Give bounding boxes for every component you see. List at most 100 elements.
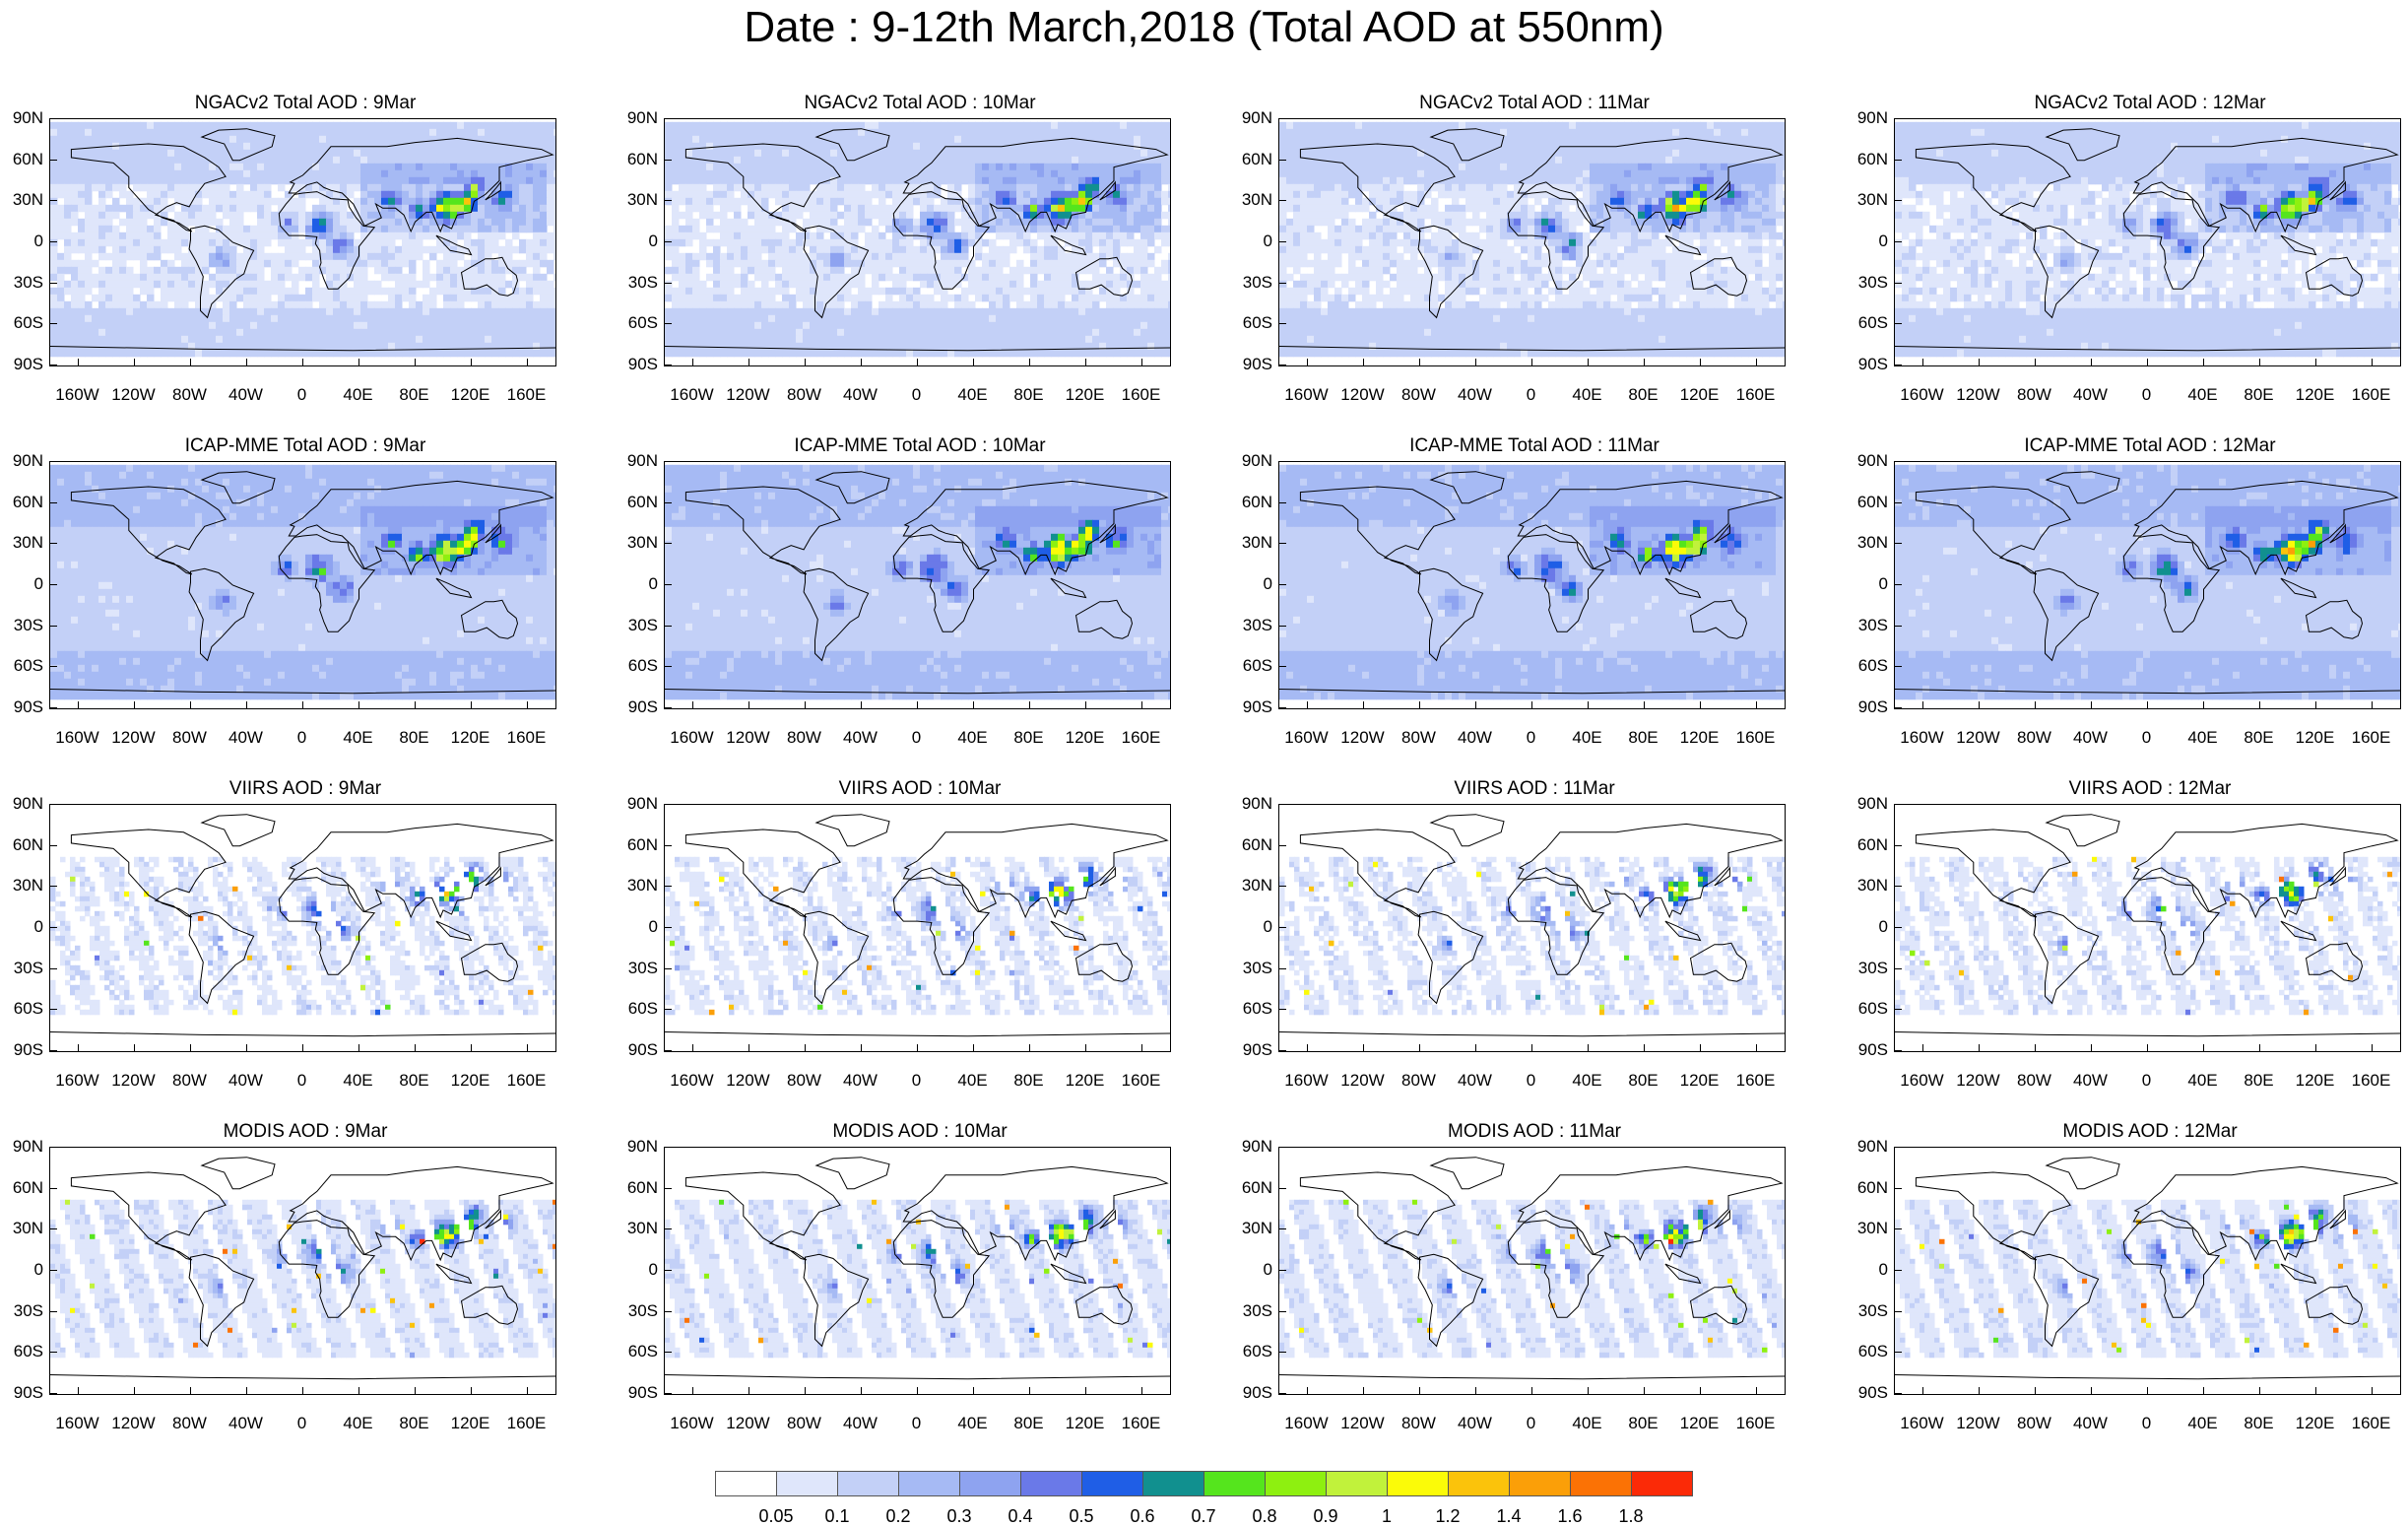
lon-tick <box>2315 1387 2316 1395</box>
lat-tick-label: 90S <box>0 1041 43 1059</box>
map-frame <box>1278 118 1786 366</box>
lat-tick <box>1894 502 1902 503</box>
lat-tick-label: 60N <box>1229 836 1272 854</box>
lat-tick-label: 60S <box>1229 657 1272 675</box>
lat-tick-label: 60N <box>1845 1179 1888 1197</box>
lat-tick <box>1278 1188 1286 1189</box>
lat-tick <box>49 804 57 805</box>
lat-tick-label: 0 <box>1845 918 1888 936</box>
lon-tick <box>1029 359 1030 366</box>
panel-title: MODIS AOD : 12Mar <box>1894 1121 2406 1143</box>
panel-title: ICAP-MME Total AOD : 9Mar <box>49 435 561 457</box>
lat-tick-label: 60S <box>1845 657 1888 675</box>
lon-tick <box>1644 1044 1645 1052</box>
lat-tick-label: 90S <box>615 698 658 716</box>
lon-tick <box>1141 1387 1142 1395</box>
aod-field <box>1895 465 2400 700</box>
aod-map <box>665 1148 1170 1394</box>
lat-tick <box>49 200 57 201</box>
lon-tick <box>1531 1044 1532 1052</box>
lat-tick <box>664 1393 672 1394</box>
aod-field <box>665 122 1170 357</box>
lat-tick-label: 60N <box>1845 151 1888 168</box>
aod-map <box>665 119 1170 365</box>
lat-tick-label: 90S <box>1845 1384 1888 1402</box>
lat-tick <box>49 1050 57 1051</box>
lon-tick <box>134 1387 135 1395</box>
lat-tick-label: 60N <box>0 1179 43 1197</box>
lat-tick <box>1894 1270 1902 1271</box>
lon-tick <box>527 1387 528 1395</box>
lon-tick <box>302 701 303 709</box>
lon-tick <box>302 1044 303 1052</box>
lon-tick <box>692 701 693 709</box>
lat-tick-label: 60S <box>615 1343 658 1360</box>
lat-tick-label: 30N <box>1845 1220 1888 1237</box>
lat-tick <box>664 543 672 544</box>
lat-tick-label: 30S <box>1229 274 1272 292</box>
lon-tick <box>1307 1387 1308 1395</box>
map-frame <box>664 1147 1171 1395</box>
map-frame <box>1894 118 2401 366</box>
lat-tick <box>1894 1311 1902 1312</box>
lon-tick <box>1531 1387 1532 1395</box>
lon-tick <box>2091 359 2092 366</box>
lon-tick <box>527 1044 528 1052</box>
lat-tick <box>664 160 672 161</box>
aod-field <box>50 122 555 357</box>
panel-title: VIIRS AOD : 11Mar <box>1278 778 1790 800</box>
map-frame <box>1278 1147 1786 1395</box>
lat-tick <box>1278 1228 1286 1229</box>
aod-field <box>50 1200 555 1359</box>
lat-tick <box>1278 968 1286 969</box>
panel-title: MODIS AOD : 9Mar <box>49 1121 561 1143</box>
lat-tick <box>664 804 672 805</box>
lon-tick <box>2035 1044 2036 1052</box>
lon-tick <box>1307 359 1308 366</box>
aod-map <box>1279 119 1785 365</box>
lon-tick <box>2147 359 2148 366</box>
panel-title: VIIRS AOD : 12Mar <box>1894 778 2406 800</box>
lat-tick-label: 60N <box>0 494 43 511</box>
colorbar-label: 0.8 <box>1235 1507 1294 1525</box>
lat-tick <box>1278 666 1286 667</box>
lat-tick-label: 90N <box>615 1138 658 1156</box>
lat-tick-label: 60S <box>1845 314 1888 332</box>
lat-tick <box>1278 461 1286 462</box>
map-frame <box>49 1147 556 1395</box>
lon-tick <box>1700 1044 1701 1052</box>
lat-tick <box>1894 1393 1902 1394</box>
lat-tick-label: 90N <box>1229 452 1272 470</box>
lon-tick <box>1141 359 1142 366</box>
panel-title: NGACv2 Total AOD : 11Mar <box>1278 93 1790 114</box>
lat-tick-label: 90S <box>1845 356 1888 373</box>
lon-tick <box>1363 701 1364 709</box>
lat-tick <box>1894 118 1902 119</box>
lon-tick <box>1979 359 1980 366</box>
lat-tick-label: 90N <box>1229 109 1272 127</box>
lon-tick <box>471 359 472 366</box>
lat-tick <box>1278 241 1286 242</box>
lat-tick-label: 90N <box>1845 452 1888 470</box>
colorbar-label: 0.9 <box>1296 1507 1355 1525</box>
lat-tick <box>49 845 57 846</box>
lon-tick <box>2147 1387 2148 1395</box>
lon-tick <box>917 359 918 366</box>
aod-map <box>1895 119 2400 365</box>
lon-tick <box>78 701 79 709</box>
lat-tick <box>664 1009 672 1010</box>
lat-tick-label: 90S <box>615 1041 658 1059</box>
lon-tick <box>1756 359 1757 366</box>
aod-map <box>1279 462 1785 708</box>
panel-title: MODIS AOD : 10Mar <box>664 1121 1176 1143</box>
lat-tick-label: 30N <box>0 1220 43 1237</box>
lon-tick <box>1475 701 1476 709</box>
lat-tick-label: 90S <box>615 356 658 373</box>
colorbar-label: 1.4 <box>1479 1507 1538 1525</box>
lat-tick <box>49 666 57 667</box>
lat-tick <box>664 886 672 887</box>
lat-tick <box>664 1228 672 1229</box>
